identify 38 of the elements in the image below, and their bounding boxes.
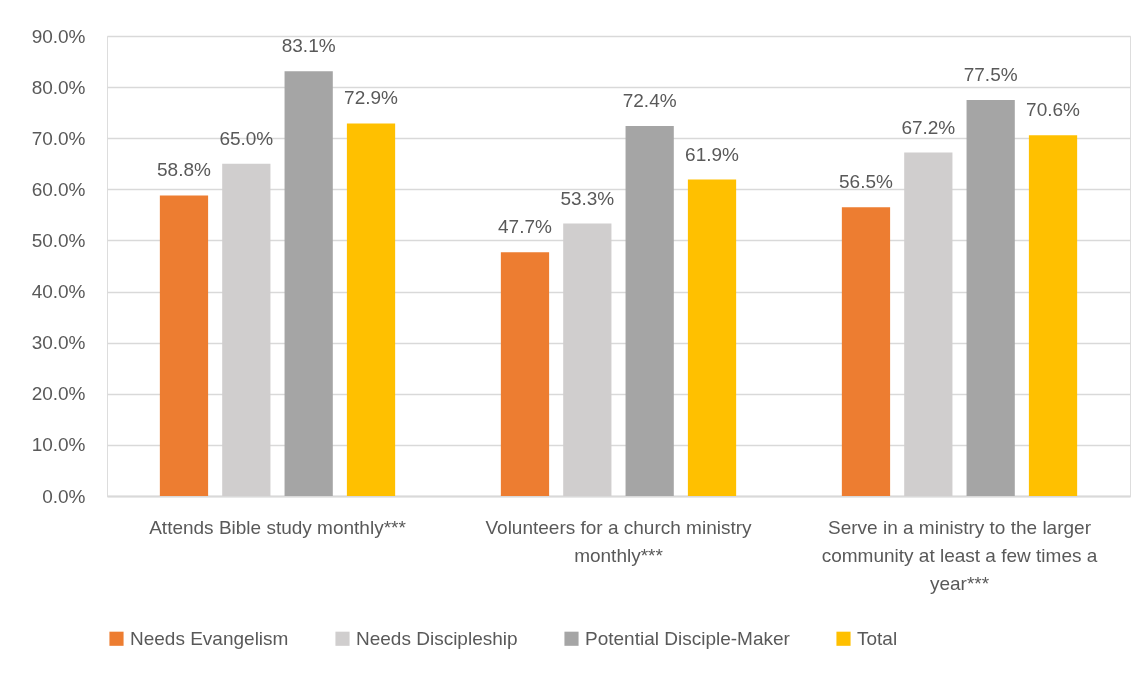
bar [841, 207, 891, 496]
bar [1028, 135, 1078, 496]
bar [966, 99, 1015, 496]
y-tick-label: 80.0% [31, 76, 86, 98]
bar [687, 179, 737, 496]
legend-label: Potential Disciple-Maker [585, 627, 791, 649]
y-tick-label: 30.0% [31, 332, 86, 354]
x-tick-label: Volunteers for a church ministry monthly*** [485, 516, 753, 566]
data-label: 83.1% [281, 35, 336, 57]
data-label: 65.0% [219, 127, 274, 149]
bar [159, 195, 209, 496]
bar [284, 71, 333, 496]
y-tick-label: 0.0% [42, 485, 86, 507]
y-tick-label: 40.0% [31, 281, 86, 303]
legend-label: Needs Evangelism [130, 627, 289, 649]
data-label: 77.5% [963, 63, 1018, 85]
bar [346, 123, 396, 496]
data-label: 70.6% [1026, 99, 1081, 121]
y-tick-label: 50.0% [31, 229, 86, 251]
legend-label: Total [857, 627, 898, 649]
bar [500, 252, 550, 496]
y-tick-label: 90.0% [31, 25, 86, 47]
y-tick-label: 60.0% [31, 178, 86, 200]
data-label: 58.8% [157, 159, 212, 181]
bar [625, 125, 674, 496]
data-label: 72.9% [344, 87, 399, 109]
y-tick-label: 70.0% [31, 127, 86, 149]
data-label: 53.3% [560, 187, 615, 209]
data-label: 47.7% [498, 216, 553, 238]
x-tick-label: Attends Bible study monthly*** [149, 516, 407, 538]
data-label: 56.5% [839, 171, 894, 193]
data-label: 72.4% [622, 89, 677, 111]
x-tick-label: Serve in a ministry to the larger community at least a few times a year*** [821, 516, 1098, 594]
data-label: 67.2% [901, 116, 956, 138]
data-label: 61.9% [685, 143, 740, 165]
legend-label: Needs Discipleship [356, 627, 518, 649]
y-tick-label: 10.0% [31, 434, 86, 456]
y-tick-label: 20.0% [31, 383, 86, 405]
